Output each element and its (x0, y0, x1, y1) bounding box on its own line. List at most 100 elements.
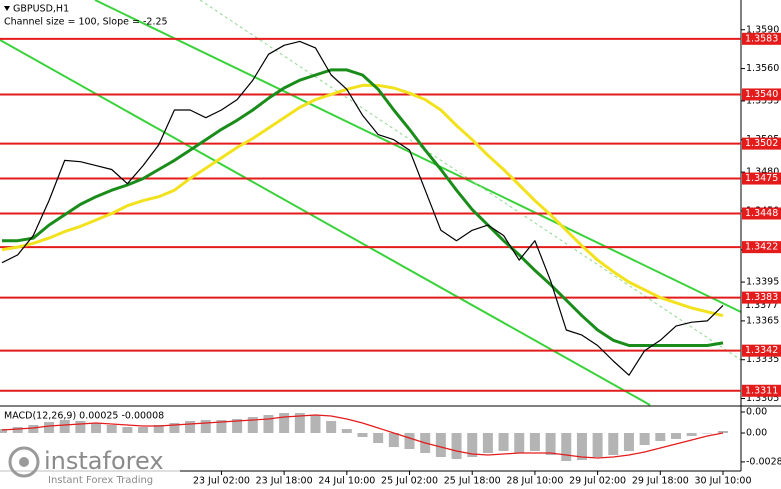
x-tick-label: 24 Jul 10:00 (318, 476, 375, 487)
histogram-bar (44, 422, 55, 433)
logo-name: instaforex (44, 447, 164, 475)
x-tick-label: 23 Jul 18:00 (256, 476, 313, 487)
level-label: 1.3342 (745, 345, 778, 356)
histogram-bar (388, 433, 399, 447)
level-label: 1.3475 (745, 173, 778, 184)
histogram-bar (561, 433, 572, 461)
moving-average (2, 68, 724, 347)
histogram-bar (373, 433, 384, 443)
x-tick-label: 23 Jul 02:00 (193, 476, 250, 487)
title-icon (4, 6, 10, 11)
logo-tagline: Instant Forex Trading (48, 475, 153, 486)
histogram-bar (294, 413, 305, 433)
histogram-bar (59, 420, 70, 433)
price-line (1, 40, 724, 376)
histogram-bar (216, 420, 227, 433)
level-label-box (742, 291, 781, 304)
histogram-bar (185, 421, 196, 433)
histogram-bar (279, 413, 290, 433)
histogram-bar (435, 433, 446, 457)
histogram-bar (310, 415, 321, 433)
x-tick-label: 29 Jul 18:00 (632, 476, 689, 487)
channel-lower (0, 39, 651, 406)
histogram-bar (232, 419, 243, 433)
histogram-bar (670, 433, 681, 439)
histogram-bar (357, 433, 368, 437)
histogram-bar (75, 421, 86, 433)
x-tick-label: 25 Jul 18:00 (444, 476, 501, 487)
x-tick-label: 25 Jul 02:00 (381, 476, 438, 487)
indicator-title: MACD(12,26,9) 0.00025 -0.00008 (4, 411, 164, 422)
histogram-bar (482, 433, 493, 453)
x-tick-label: 28 Jul 10:00 (506, 476, 563, 487)
level-label-box (742, 172, 781, 185)
y-tick-label: 0.00 (746, 407, 767, 418)
level-label: 1.3583 (745, 33, 778, 44)
level-label-box (742, 241, 781, 254)
channel-middle (199, 0, 742, 361)
histogram-bar (200, 420, 211, 433)
histogram-bar (341, 429, 352, 433)
histogram-bar (608, 433, 619, 455)
x-tick-label: 29 Jul 02:00 (569, 476, 626, 487)
histogram-bar (623, 433, 634, 451)
histogram-bar (655, 433, 666, 441)
histogram-bar (12, 427, 23, 433)
histogram-bar (326, 421, 337, 433)
histogram-bar (122, 427, 133, 433)
y-tick-label: 1.3305 (746, 393, 779, 404)
y-tick-label: 1.3365 (746, 315, 779, 326)
histogram-bar (0, 429, 7, 433)
histogram-bar (153, 425, 164, 433)
level-label: 1.3448 (745, 208, 778, 219)
signal-line (1, 414, 724, 459)
logo-icon-dot (19, 457, 29, 467)
y-tick-label: 1.3535 (746, 95, 779, 106)
chart-title: GBPUSD,H1 (13, 4, 69, 15)
histogram-bar (247, 417, 258, 433)
level-label-box (742, 32, 781, 45)
level-label: 1.3311 (745, 385, 778, 396)
histogram-bar (91, 423, 102, 433)
histogram-bar (639, 433, 650, 445)
histogram-bar (404, 433, 415, 449)
histogram-bar (467, 433, 478, 457)
level-label-box (742, 384, 781, 397)
level-label: 1.3383 (745, 292, 778, 303)
level-label-box (742, 88, 781, 101)
histogram-bar (529, 433, 540, 451)
chart-subtitle: Channel size = 100, Slope = -2.25 (4, 17, 168, 28)
level-label-box (742, 344, 781, 357)
logo: instaforex Instant Forex Trading (0, 443, 180, 489)
y-tick-label: 1.3590 (746, 24, 779, 35)
histogram-bar (106, 425, 117, 433)
histogram-bar (545, 433, 556, 455)
level-label: 1.3422 (745, 242, 778, 253)
level-label-box (742, 207, 781, 220)
histogram-bar (514, 433, 525, 453)
histogram-bar (138, 427, 149, 433)
histogram-bar (718, 431, 728, 433)
histogram-bar (28, 425, 39, 433)
y-tick-label: 1.3560 (746, 63, 779, 74)
histogram-bar (686, 433, 697, 436)
level-label: 1.3540 (745, 89, 778, 100)
histogram-bar (498, 433, 509, 451)
y-tick-label: -0.00289 (746, 456, 781, 467)
histogram-bar (576, 433, 587, 460)
histogram-bar (169, 423, 180, 433)
x-tick-label: 30 Jul 10:00 (695, 476, 752, 487)
histogram-bar (263, 415, 274, 433)
logo-icon (8, 446, 40, 478)
histogram-bar (592, 433, 603, 457)
y-tick-label: 1.3480 (746, 167, 779, 178)
last-price-label: 1.3377 (745, 300, 778, 311)
channel-upper (94, 0, 742, 313)
moving-average (1, 83, 724, 318)
histogram-bar (451, 433, 462, 459)
y-tick-label: 1.3395 (746, 277, 779, 288)
level-label: 1.3502 (745, 138, 778, 149)
histogram-bar (702, 433, 713, 434)
